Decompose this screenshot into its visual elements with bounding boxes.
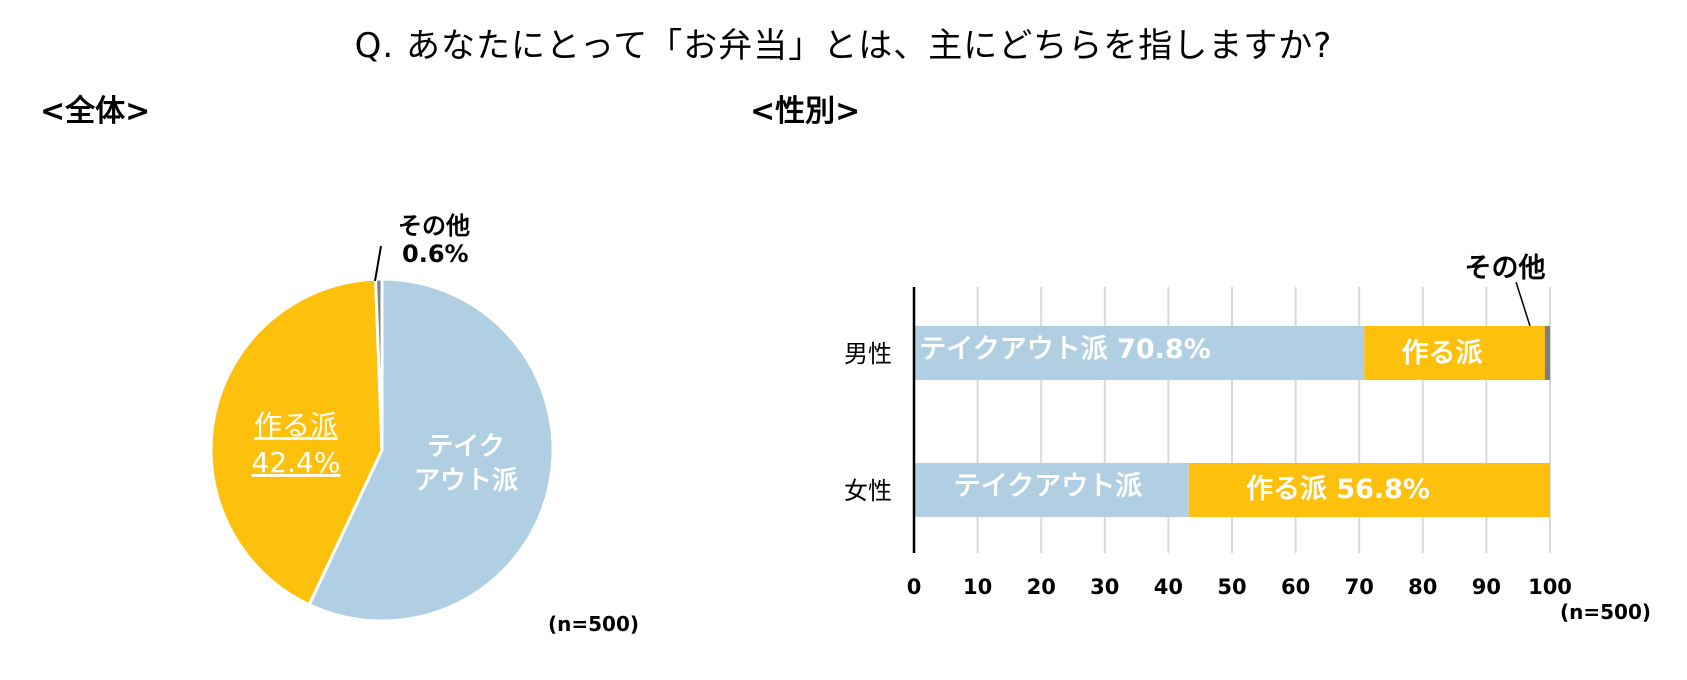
label-other-callout: その他 xyxy=(1465,253,1546,284)
pie-other-value: 0.6% xyxy=(402,240,469,268)
x-tick-label: 0 xyxy=(907,575,922,599)
x-axis-ticks: 0 10 20 30 40 50 60 70 80 90 100 xyxy=(907,575,1572,599)
pie-takeout-label-1: テイク xyxy=(427,432,504,462)
label-male-takeout: テイクアウト派 70.8% xyxy=(919,334,1211,365)
label-male-make: 作る派 xyxy=(1402,338,1483,369)
bar-female-takeout xyxy=(914,463,1189,517)
label-female-make: 作る派 56.8% xyxy=(1246,474,1430,505)
x-tick-label: 40 xyxy=(1154,575,1183,599)
bar-male-make xyxy=(1364,326,1545,380)
overall-section-title: <全体> xyxy=(40,94,151,129)
pie-slices xyxy=(209,277,555,623)
category-male: 男性 xyxy=(844,340,892,368)
x-tick-label: 90 xyxy=(1472,575,1501,599)
bar-segments xyxy=(914,326,1550,517)
gender-section-title: <性別> xyxy=(750,94,861,129)
x-tick-label: 20 xyxy=(1027,575,1056,599)
x-tick-label: 30 xyxy=(1090,575,1119,599)
pie-make-value: 42.4% xyxy=(252,446,341,479)
x-tick-label: 50 xyxy=(1217,575,1246,599)
other-callout-line xyxy=(1515,281,1531,327)
overall-pie-chart: その他 0.6% テイク アウト派 作る派 42.4% xyxy=(209,212,555,623)
pie-slice-make xyxy=(209,277,384,607)
bar-female-make xyxy=(1188,463,1550,517)
gender-sample-size: (n=500) xyxy=(1560,600,1652,624)
overall-sample-size: (n=500) xyxy=(548,612,640,636)
pie-takeout-label-2: アウト派 xyxy=(414,466,518,496)
pie-slice-takeout xyxy=(307,277,555,623)
other-leader-line xyxy=(374,245,382,282)
x-tick-label: 70 xyxy=(1345,575,1374,599)
bar-male-other xyxy=(1544,326,1550,380)
question-title: Q. あなたにとって「お弁当」とは、主にどちらを指しますか? xyxy=(354,26,1333,66)
category-female: 女性 xyxy=(844,477,892,505)
pie-other-name: その他 xyxy=(398,212,470,240)
x-tick-label: 10 xyxy=(963,575,992,599)
x-tick-label: 80 xyxy=(1408,575,1437,599)
x-tick-label: 60 xyxy=(1281,575,1310,599)
label-female-takeout: テイクアウト派 xyxy=(954,471,1142,502)
pie-make-name: 作る派 xyxy=(254,409,338,442)
x-tick-label: 100 xyxy=(1528,575,1572,599)
bar-male-takeout xyxy=(914,326,1365,380)
